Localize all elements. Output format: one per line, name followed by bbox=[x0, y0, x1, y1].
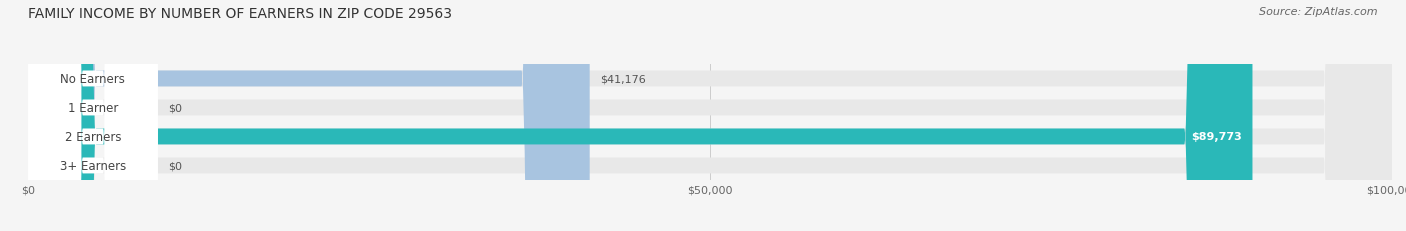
Text: $41,176: $41,176 bbox=[600, 74, 647, 84]
FancyBboxPatch shape bbox=[28, 0, 1392, 231]
FancyBboxPatch shape bbox=[28, 0, 1392, 231]
Text: Source: ZipAtlas.com: Source: ZipAtlas.com bbox=[1260, 7, 1378, 17]
FancyBboxPatch shape bbox=[28, 0, 157, 231]
Text: $0: $0 bbox=[169, 103, 183, 113]
FancyBboxPatch shape bbox=[28, 0, 1392, 231]
FancyBboxPatch shape bbox=[28, 0, 1253, 231]
Text: 1 Earner: 1 Earner bbox=[67, 101, 118, 115]
Text: 3+ Earners: 3+ Earners bbox=[60, 159, 127, 172]
FancyBboxPatch shape bbox=[28, 0, 157, 231]
FancyBboxPatch shape bbox=[28, 0, 1392, 231]
Text: 2 Earners: 2 Earners bbox=[65, 130, 121, 143]
FancyBboxPatch shape bbox=[28, 0, 157, 231]
FancyBboxPatch shape bbox=[28, 0, 589, 231]
FancyBboxPatch shape bbox=[28, 0, 157, 231]
Text: $89,773: $89,773 bbox=[1191, 132, 1241, 142]
Text: $0: $0 bbox=[169, 161, 183, 171]
Text: No Earners: No Earners bbox=[60, 73, 125, 86]
Text: FAMILY INCOME BY NUMBER OF EARNERS IN ZIP CODE 29563: FAMILY INCOME BY NUMBER OF EARNERS IN ZI… bbox=[28, 7, 453, 21]
